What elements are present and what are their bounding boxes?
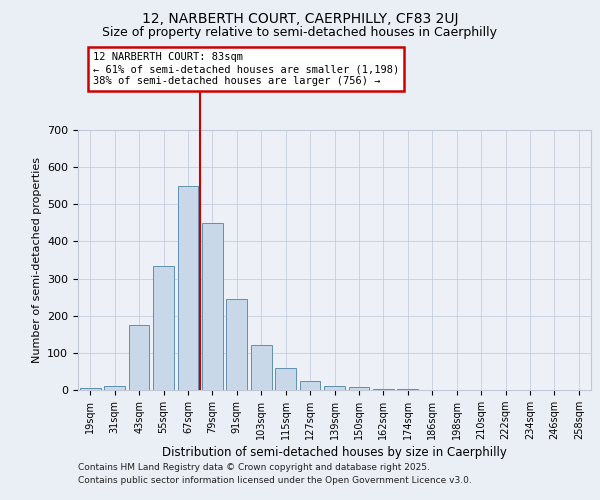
Text: 12 NARBERTH COURT: 83sqm
← 61% of semi-detached houses are smaller (1,198)
38% o: 12 NARBERTH COURT: 83sqm ← 61% of semi-d… — [93, 52, 399, 86]
Text: Size of property relative to semi-detached houses in Caerphilly: Size of property relative to semi-detach… — [103, 26, 497, 39]
Bar — [324, 386, 345, 390]
Bar — [178, 186, 199, 390]
Bar — [349, 388, 370, 390]
Text: Contains public sector information licensed under the Open Government Licence v3: Contains public sector information licen… — [78, 476, 472, 485]
Bar — [128, 325, 149, 390]
Bar — [153, 266, 174, 390]
Y-axis label: Number of semi-detached properties: Number of semi-detached properties — [32, 157, 41, 363]
X-axis label: Distribution of semi-detached houses by size in Caerphilly: Distribution of semi-detached houses by … — [162, 446, 507, 459]
Bar — [251, 346, 272, 390]
Text: Contains HM Land Registry data © Crown copyright and database right 2025.: Contains HM Land Registry data © Crown c… — [78, 464, 430, 472]
Bar — [80, 388, 101, 390]
Bar — [275, 368, 296, 390]
Bar — [202, 223, 223, 390]
Bar — [104, 386, 125, 390]
Text: 12, NARBERTH COURT, CAERPHILLY, CF83 2UJ: 12, NARBERTH COURT, CAERPHILLY, CF83 2UJ — [142, 12, 458, 26]
Bar — [299, 380, 320, 390]
Bar — [226, 299, 247, 390]
Bar — [373, 389, 394, 390]
